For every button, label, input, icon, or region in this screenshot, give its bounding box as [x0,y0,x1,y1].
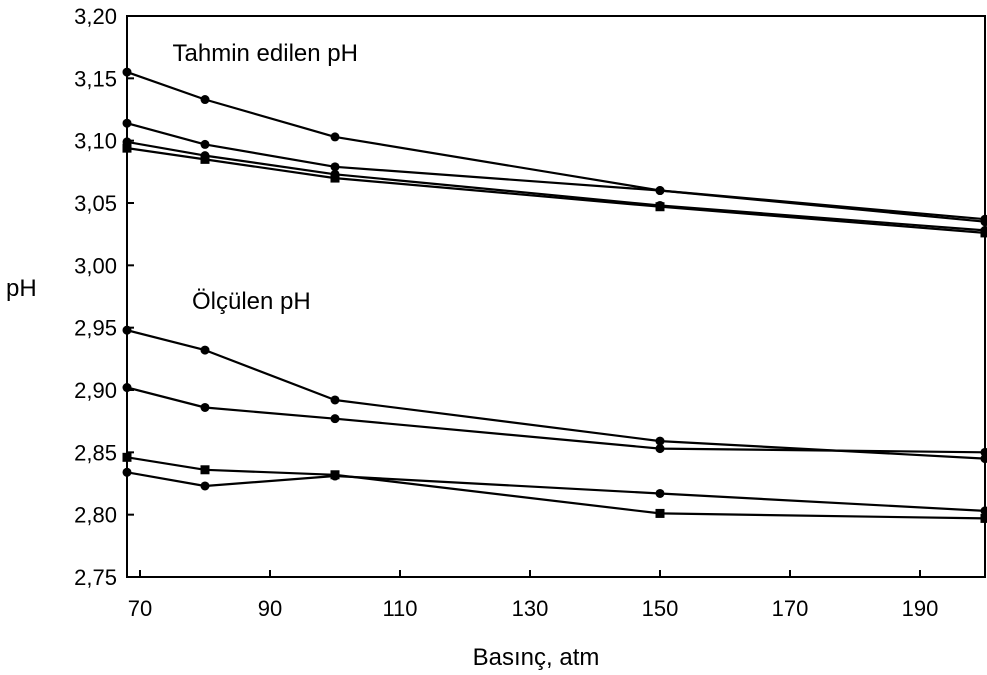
y-tick-label: 3,10 [74,129,117,154]
data-point [200,481,210,491]
data-point [122,452,132,462]
data-point [980,228,987,238]
data-point [330,132,340,142]
data-point [122,118,132,128]
data-point [655,508,665,518]
y-tick-label: 3,00 [74,253,117,278]
data-point [122,467,132,477]
annotation-2: Ölçülen pH [192,288,311,315]
data-point [200,402,210,412]
series-line [126,386,986,454]
series-line [126,140,986,232]
series-4 [122,143,987,238]
data-point [200,345,210,355]
data-point [200,154,210,164]
x-tick-label: 70 [128,596,152,621]
data-point [330,173,340,183]
x-tick-label: 90 [258,596,282,621]
data-point [122,383,132,393]
x-tick-label: 190 [902,596,939,621]
y-tick-label: 3,05 [74,191,117,216]
x-axis-ticks: 70 90 110 130 150 170 190 [128,570,939,621]
series-group [122,67,987,523]
y-tick-label: 2,90 [74,378,117,403]
series-6 [122,383,987,457]
series-5 [122,325,987,464]
plot-area-border [126,15,986,578]
data-point [200,95,210,105]
series-line [126,471,986,512]
y-tick-label: 3,15 [74,66,117,91]
series-2 [122,118,987,227]
y-tick-label: 2,95 [74,316,117,341]
data-point [200,139,210,149]
y-axis-title: pH [6,275,37,302]
x-tick-label: 150 [642,596,679,621]
data-point [980,447,987,457]
x-axis-title: Basınç, atm [473,644,600,671]
data-point [122,143,132,153]
data-point [330,395,340,405]
x-tick-label: 170 [772,596,809,621]
x-tick-label: 110 [382,596,417,621]
y-tick-label: 2,85 [74,440,117,465]
y-axis-ticks: 2,75 2,80 2,85 2,90 2,95 3,00 3,05 3,10 3,15 3,20 [74,4,134,590]
annotations: Tahmin edilen pH Ölçülen pH [173,40,358,315]
y-tick-label: 2,80 [74,503,117,528]
data-point [122,325,132,335]
series-8 [122,467,987,516]
data-point [980,513,987,523]
x-tick-label: 130 [512,596,549,621]
data-point [122,67,132,77]
data-point [655,436,665,446]
data-point [655,186,665,196]
series-1 [122,67,987,224]
data-point [980,217,987,227]
plot-frame [126,15,986,578]
data-point [330,414,340,424]
data-point [655,488,665,498]
data-point [980,506,987,516]
data-point [655,444,665,454]
data-point [330,162,340,172]
data-point [330,471,340,481]
annotation-1: Tahmin edilen pH [173,40,358,67]
data-point [200,465,210,475]
y-tick-label: 3,20 [74,4,117,29]
data-point [655,202,665,212]
y-tick-label: 2,75 [74,565,117,590]
